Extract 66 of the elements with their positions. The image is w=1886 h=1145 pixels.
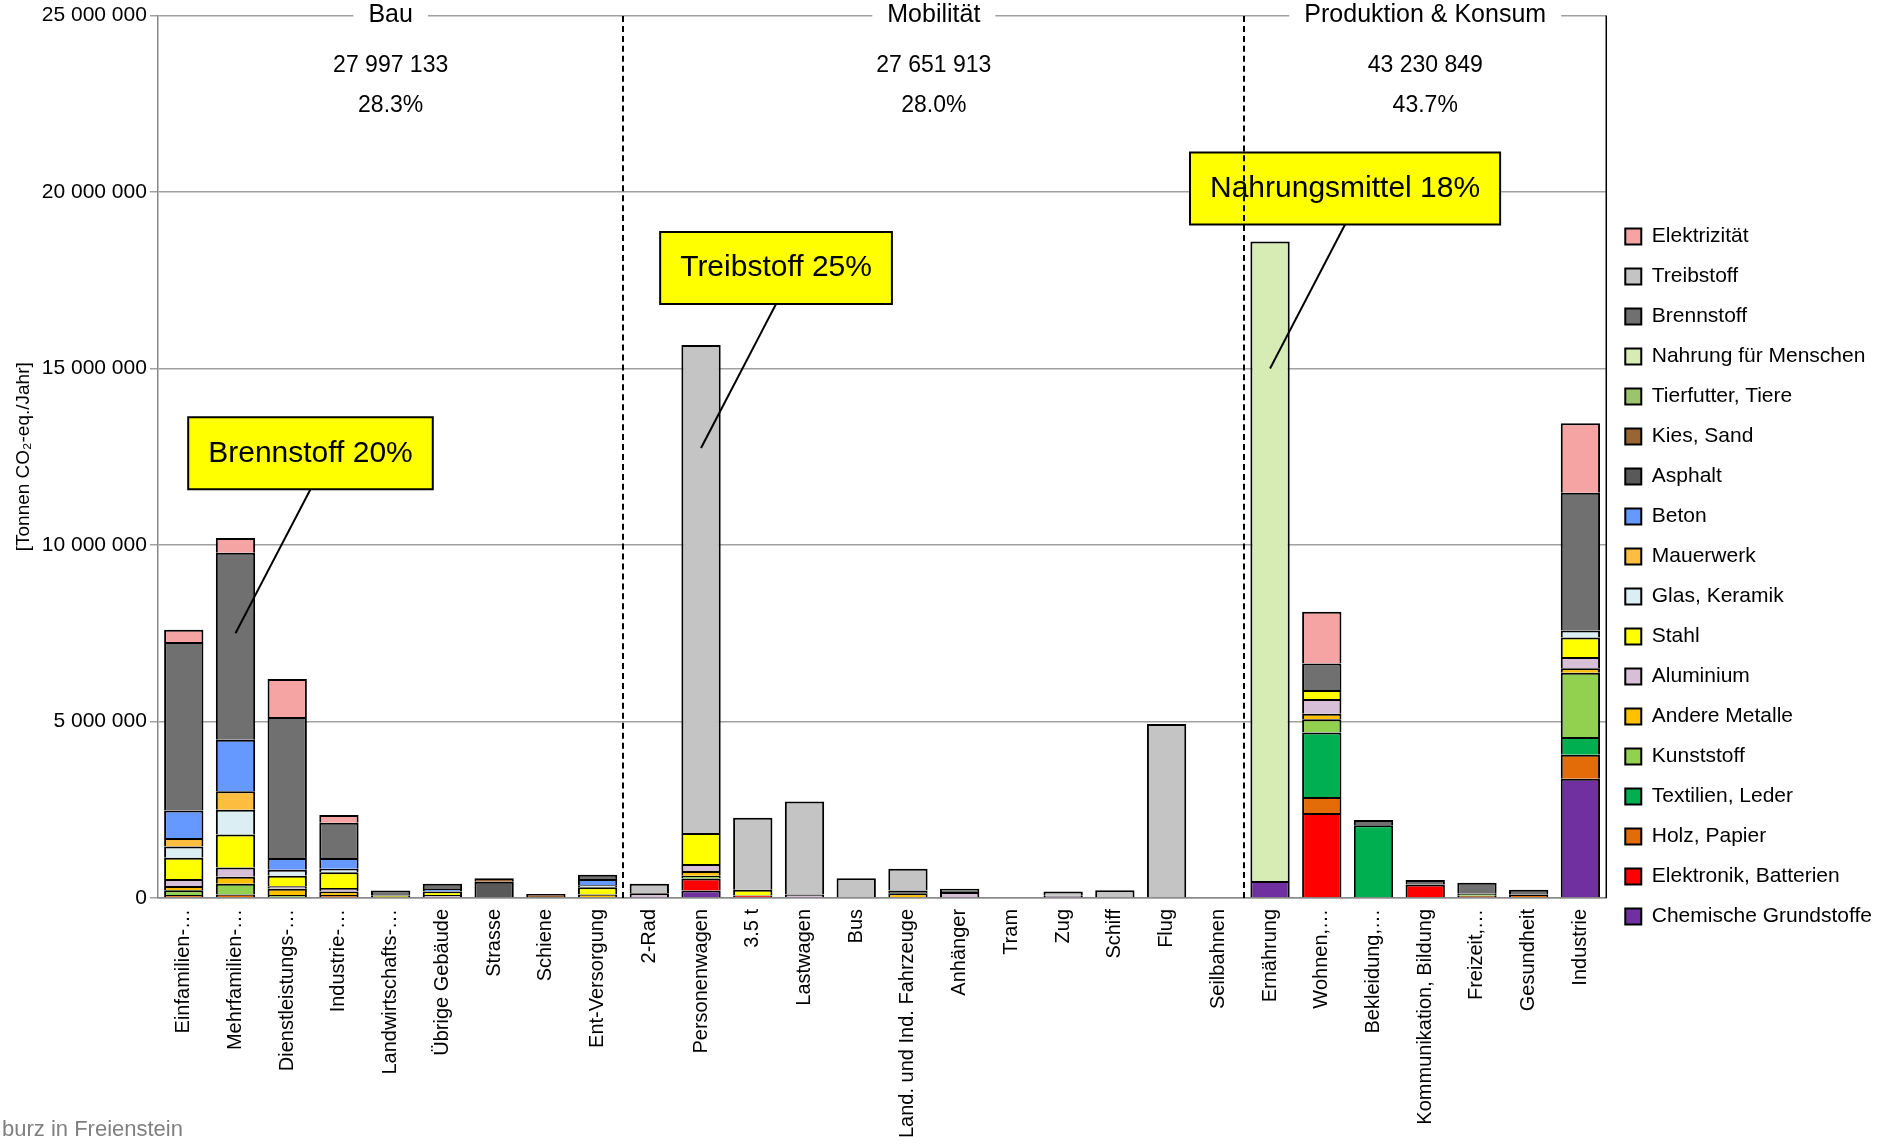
x-tick-label: Einfamilien-… — [171, 908, 194, 1034]
annotation: Brennstoff 20% — [208, 434, 413, 468]
x-tick-label: Lastwagen — [792, 908, 815, 1006]
x-tick-label: Strasse — [481, 908, 504, 977]
y-tick-label: 25 000 000 — [41, 2, 147, 26]
legend-label: Andere Metalle — [1651, 703, 1794, 727]
legend-label: Treibstoff — [1651, 263, 1739, 287]
x-tick-label: Zug — [1050, 908, 1073, 944]
y-tick-label: 20 000 000 — [41, 178, 147, 202]
x-tick-label: Schiene — [533, 908, 556, 982]
x-tick-label: Industrie-… — [326, 908, 349, 1013]
legend-label: Brennstoff — [1651, 303, 1748, 327]
y-tick-label: 5 000 000 — [53, 708, 147, 732]
annotation: 28.3% — [358, 90, 424, 117]
legend-label: Mauerwerk — [1651, 543, 1757, 567]
annotation: 43.7% — [1392, 90, 1458, 117]
x-tick-label: Übrige Gebäude — [429, 908, 452, 1056]
x-tick-label: Gesundheit — [1516, 908, 1539, 1012]
x-tick-label: Landwirtschafts-… — [378, 908, 401, 1075]
annotation: 43 230 849 — [1367, 50, 1483, 77]
annotation: Nahrungsmittel 18% — [1209, 169, 1481, 203]
x-tick-label: Seilbahnen — [1205, 908, 1228, 1010]
x-tick-label: Wohnen,… — [1309, 908, 1332, 1009]
x-tick-label: Dienstleistungs-… — [274, 908, 297, 1072]
x-tick-label: Bekleidung,… — [1361, 908, 1384, 1034]
legend-label: Asphalt — [1651, 463, 1722, 487]
x-tick-label: Ernährung — [1257, 908, 1280, 1003]
annotation: Mobilität — [887, 0, 981, 28]
annotation: 27 651 913 — [876, 50, 992, 77]
legend-label: Beton — [1651, 503, 1707, 527]
x-tick-label: 2-Rad — [636, 908, 659, 964]
x-tick-label: Flug — [1154, 908, 1177, 948]
x-tick-label: 3.5 t — [740, 908, 763, 948]
x-tick-label: Personenwagen — [688, 908, 711, 1054]
y-tick-label: 10 000 000 — [41, 531, 147, 555]
x-tick-label: Land. und Ind. Fahrzeuge — [895, 908, 918, 1138]
annotation: 27 997 133 — [333, 50, 449, 77]
annotation: Treibstoff 25% — [680, 249, 872, 283]
text: burz in Freienstein — [2, 1116, 183, 1142]
annotation: Bau — [368, 0, 413, 28]
annotation: 28.0% — [901, 90, 967, 117]
legend-label: Kies, Sand — [1651, 423, 1754, 447]
legend-label: Stahl — [1651, 623, 1700, 647]
legend-label: Nahrung für Menschen — [1651, 343, 1866, 367]
x-tick-label: Industrie — [1567, 908, 1590, 986]
legend-label: Kunststoff — [1651, 743, 1745, 767]
x-tick-label: Anhänger — [947, 908, 970, 996]
legend-label: Aluminium — [1651, 663, 1750, 687]
legend-label: Holz, Papier — [1651, 823, 1767, 847]
x-tick-label: Ent-Versorgung — [585, 908, 608, 1048]
annotation: Produktion & Konsum — [1304, 0, 1547, 28]
x-tick-label: Freizeit,… — [1464, 908, 1487, 1001]
legend-label: Textilien, Leder — [1651, 783, 1794, 807]
legend-label: Elektronik, Batterien — [1651, 863, 1840, 887]
x-tick-label: Bus — [843, 908, 866, 944]
legend-label: Chemische Grundstoffe — [1651, 903, 1873, 927]
legend-label: Tierfutter, Tiere — [1651, 383, 1793, 407]
y-tick-label: 0 — [135, 884, 147, 908]
x-tick-label: Mehrfamilien-… — [223, 908, 246, 1051]
legend-label: Glas, Keramik — [1651, 583, 1785, 607]
x-tick-label: Kommunikation, Bildung — [1412, 908, 1435, 1125]
x-tick-label: Schiff — [1102, 908, 1125, 959]
x-tick-label: Tram — [998, 908, 1021, 955]
y-axis-title: [Tonnen CO₂-eq./Jahr] — [11, 362, 33, 552]
y-tick-label: 15 000 000 — [41, 355, 147, 379]
legend-label: Elektrizität — [1651, 223, 1749, 247]
